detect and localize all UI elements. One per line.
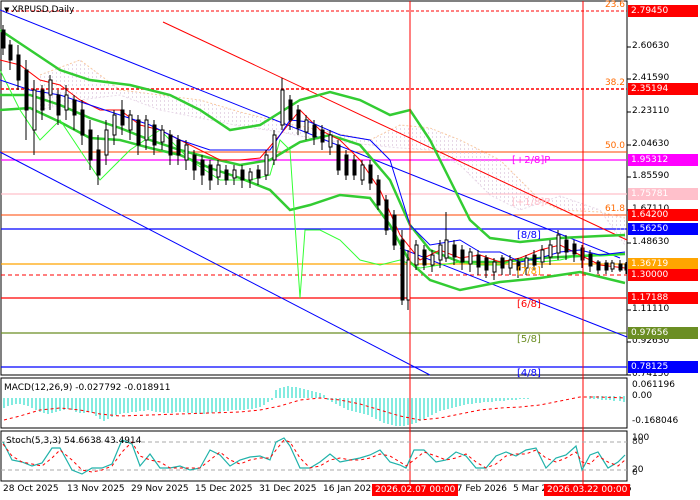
murrey-label-plus1: [+1/8]P	[512, 197, 551, 208]
fibo-label-38-2: 38.2	[604, 78, 625, 88]
vertical-markers	[409, 1, 584, 496]
chart-title: ▼ XRPUSD,Daily	[4, 5, 74, 16]
price-tag-murrey-8-8: 1.56250	[628, 223, 698, 235]
ichimoku-cloud	[39, 59, 626, 246]
price-tag-murrey-7-8: 1.36719	[628, 258, 698, 270]
price-tick: 0.74150	[632, 369, 670, 379]
price-tick: 1.85590	[632, 171, 670, 181]
stoch-k-line	[2, 437, 626, 475]
price-tick: 2.60630	[632, 41, 670, 51]
murrey-label-6-8: [6/8]	[517, 299, 541, 310]
stoch-tick-20: 20	[632, 465, 644, 475]
price-tick: 1.48630	[632, 237, 670, 247]
price-tag-murrey-5-8: 0.97656	[628, 327, 698, 339]
macd-panel	[0, 377, 628, 429]
murrey-label-4-8: [4/8]	[517, 368, 541, 379]
date-label: 29 Nov 2025	[131, 484, 189, 494]
date-label: 13 Nov 2025	[67, 484, 125, 494]
price-tick: 2.41590	[632, 73, 670, 83]
price-tag-fibo-61-8: 1.64200	[628, 209, 698, 221]
stoch-tick-100: 100	[632, 433, 650, 443]
date-label: 28 Oct 2025	[3, 484, 59, 494]
stoch-tick-0: 0	[632, 468, 638, 478]
stoch-title: Stoch(5,3,3) 54.6638 43.4914	[6, 436, 142, 446]
stoch-tick-80: 80	[632, 437, 644, 447]
date-label: 16 Jan 2026	[323, 484, 377, 494]
price-tick: 2.23110	[632, 106, 670, 116]
date-label: 17 Feb 2026	[451, 484, 508, 494]
macd-tick-min: -0.168046	[632, 416, 679, 426]
price-candles	[1, 25, 628, 310]
price-tick: 1.11110	[632, 304, 670, 314]
murrey-label-8-8: [8/8]	[517, 230, 541, 241]
fibo-label-61-8: 61.8	[604, 204, 625, 214]
ichimoku-lines	[0, 59, 626, 269]
murrey-label-plus2: [+2/8]P	[512, 155, 551, 166]
trend-channel	[0, 9, 628, 376]
murrey-label-5-8: [5/8]	[517, 334, 541, 345]
stoch-panel	[0, 430, 628, 482]
price-tick: 0.92630	[632, 336, 670, 346]
price-tag-murrey-plus2: 1.95312	[628, 154, 698, 166]
price-tag-fibo-38-2: 2.35194	[628, 83, 698, 95]
price-tag-murrey-4-8: 0.78125	[628, 361, 698, 373]
crosshair-date-tag: 2026.03.22 00:00	[544, 484, 631, 496]
macd-tick-zero: 0.00	[632, 391, 653, 401]
fibo-label-50-0: 50.0	[604, 141, 625, 151]
stoch-d-line	[2, 439, 626, 473]
symbol-dropdown-icon[interactable]: ▼	[4, 6, 12, 14]
price-tick: 2.04630	[632, 139, 670, 149]
crosshair-date-tag: 2026.02.07 00:00	[372, 484, 459, 496]
date-label: 5 Mar 2026	[513, 484, 565, 494]
price-tag-fibo-23-6: 2.79450	[628, 5, 698, 17]
price-tag-murrey-6-8: 1.17188	[628, 292, 698, 304]
stoch-levels	[1, 441, 627, 471]
macd-tick-max: 0.061196	[632, 380, 675, 390]
symbol-timeframe: XRPUSD,Daily	[11, 5, 75, 15]
fibo-label-23-6: 23.6	[604, 0, 625, 10]
date-label: 31 Dec 2025	[259, 484, 317, 494]
main-panel	[0, 0, 628, 376]
murrey-label-7-8: [7/8]	[517, 266, 541, 277]
macd-histogram	[3, 386, 625, 426]
date-label: 15 Dec 2025	[195, 484, 253, 494]
macd-title: MACD(12,26,9) -0.027792 -0.018911	[4, 383, 171, 393]
price-tag-murrey-plus1: 1.75781	[628, 188, 698, 200]
price-tag-support: 1.30000	[628, 269, 698, 281]
